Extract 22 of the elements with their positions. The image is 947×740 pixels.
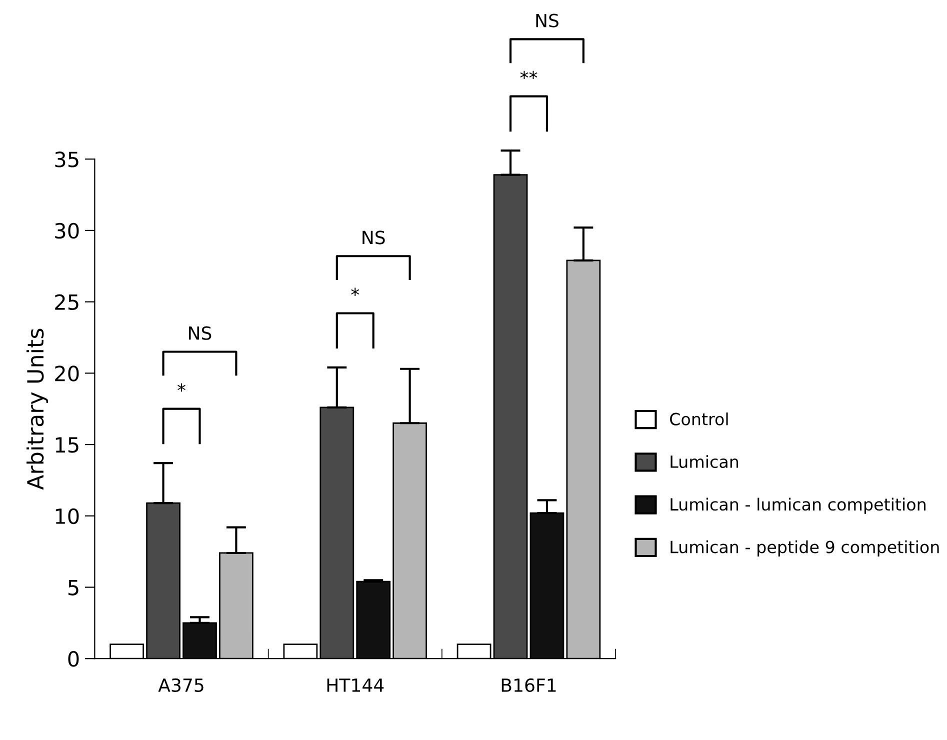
x-tick-label: B16F1 [502, 678, 556, 692]
annotation: * [351, 288, 360, 296]
y-tick-label: 20 [55, 366, 79, 382]
x-tick-label: A375 [158, 678, 204, 692]
y-tick-label: 0 [68, 651, 79, 667]
annotation: NS [362, 230, 385, 244]
y-tick-label: 25 [55, 294, 78, 310]
y-tick-label: 5 [68, 580, 78, 596]
annotation: NS [189, 326, 212, 340]
legend-label: Lumican [670, 455, 738, 468]
text: NS [536, 14, 558, 28]
text: ** [520, 70, 538, 80]
legend-label: Lumican - peptide 9 competition [670, 540, 939, 557]
x-tick-label: HT144 [327, 678, 384, 692]
legend-label: Lumican - lumican competition [670, 498, 926, 514]
y-tick-label: 30 [55, 222, 79, 239]
y-tick-label: 15 [56, 437, 78, 453]
y-tick-label: 10 [56, 508, 79, 524]
annotation: * [178, 383, 186, 392]
y-tick-label: 35 [55, 152, 78, 168]
legend-label: Control [670, 412, 728, 426]
y-axis-title: Arbitrary Units [26, 328, 48, 490]
